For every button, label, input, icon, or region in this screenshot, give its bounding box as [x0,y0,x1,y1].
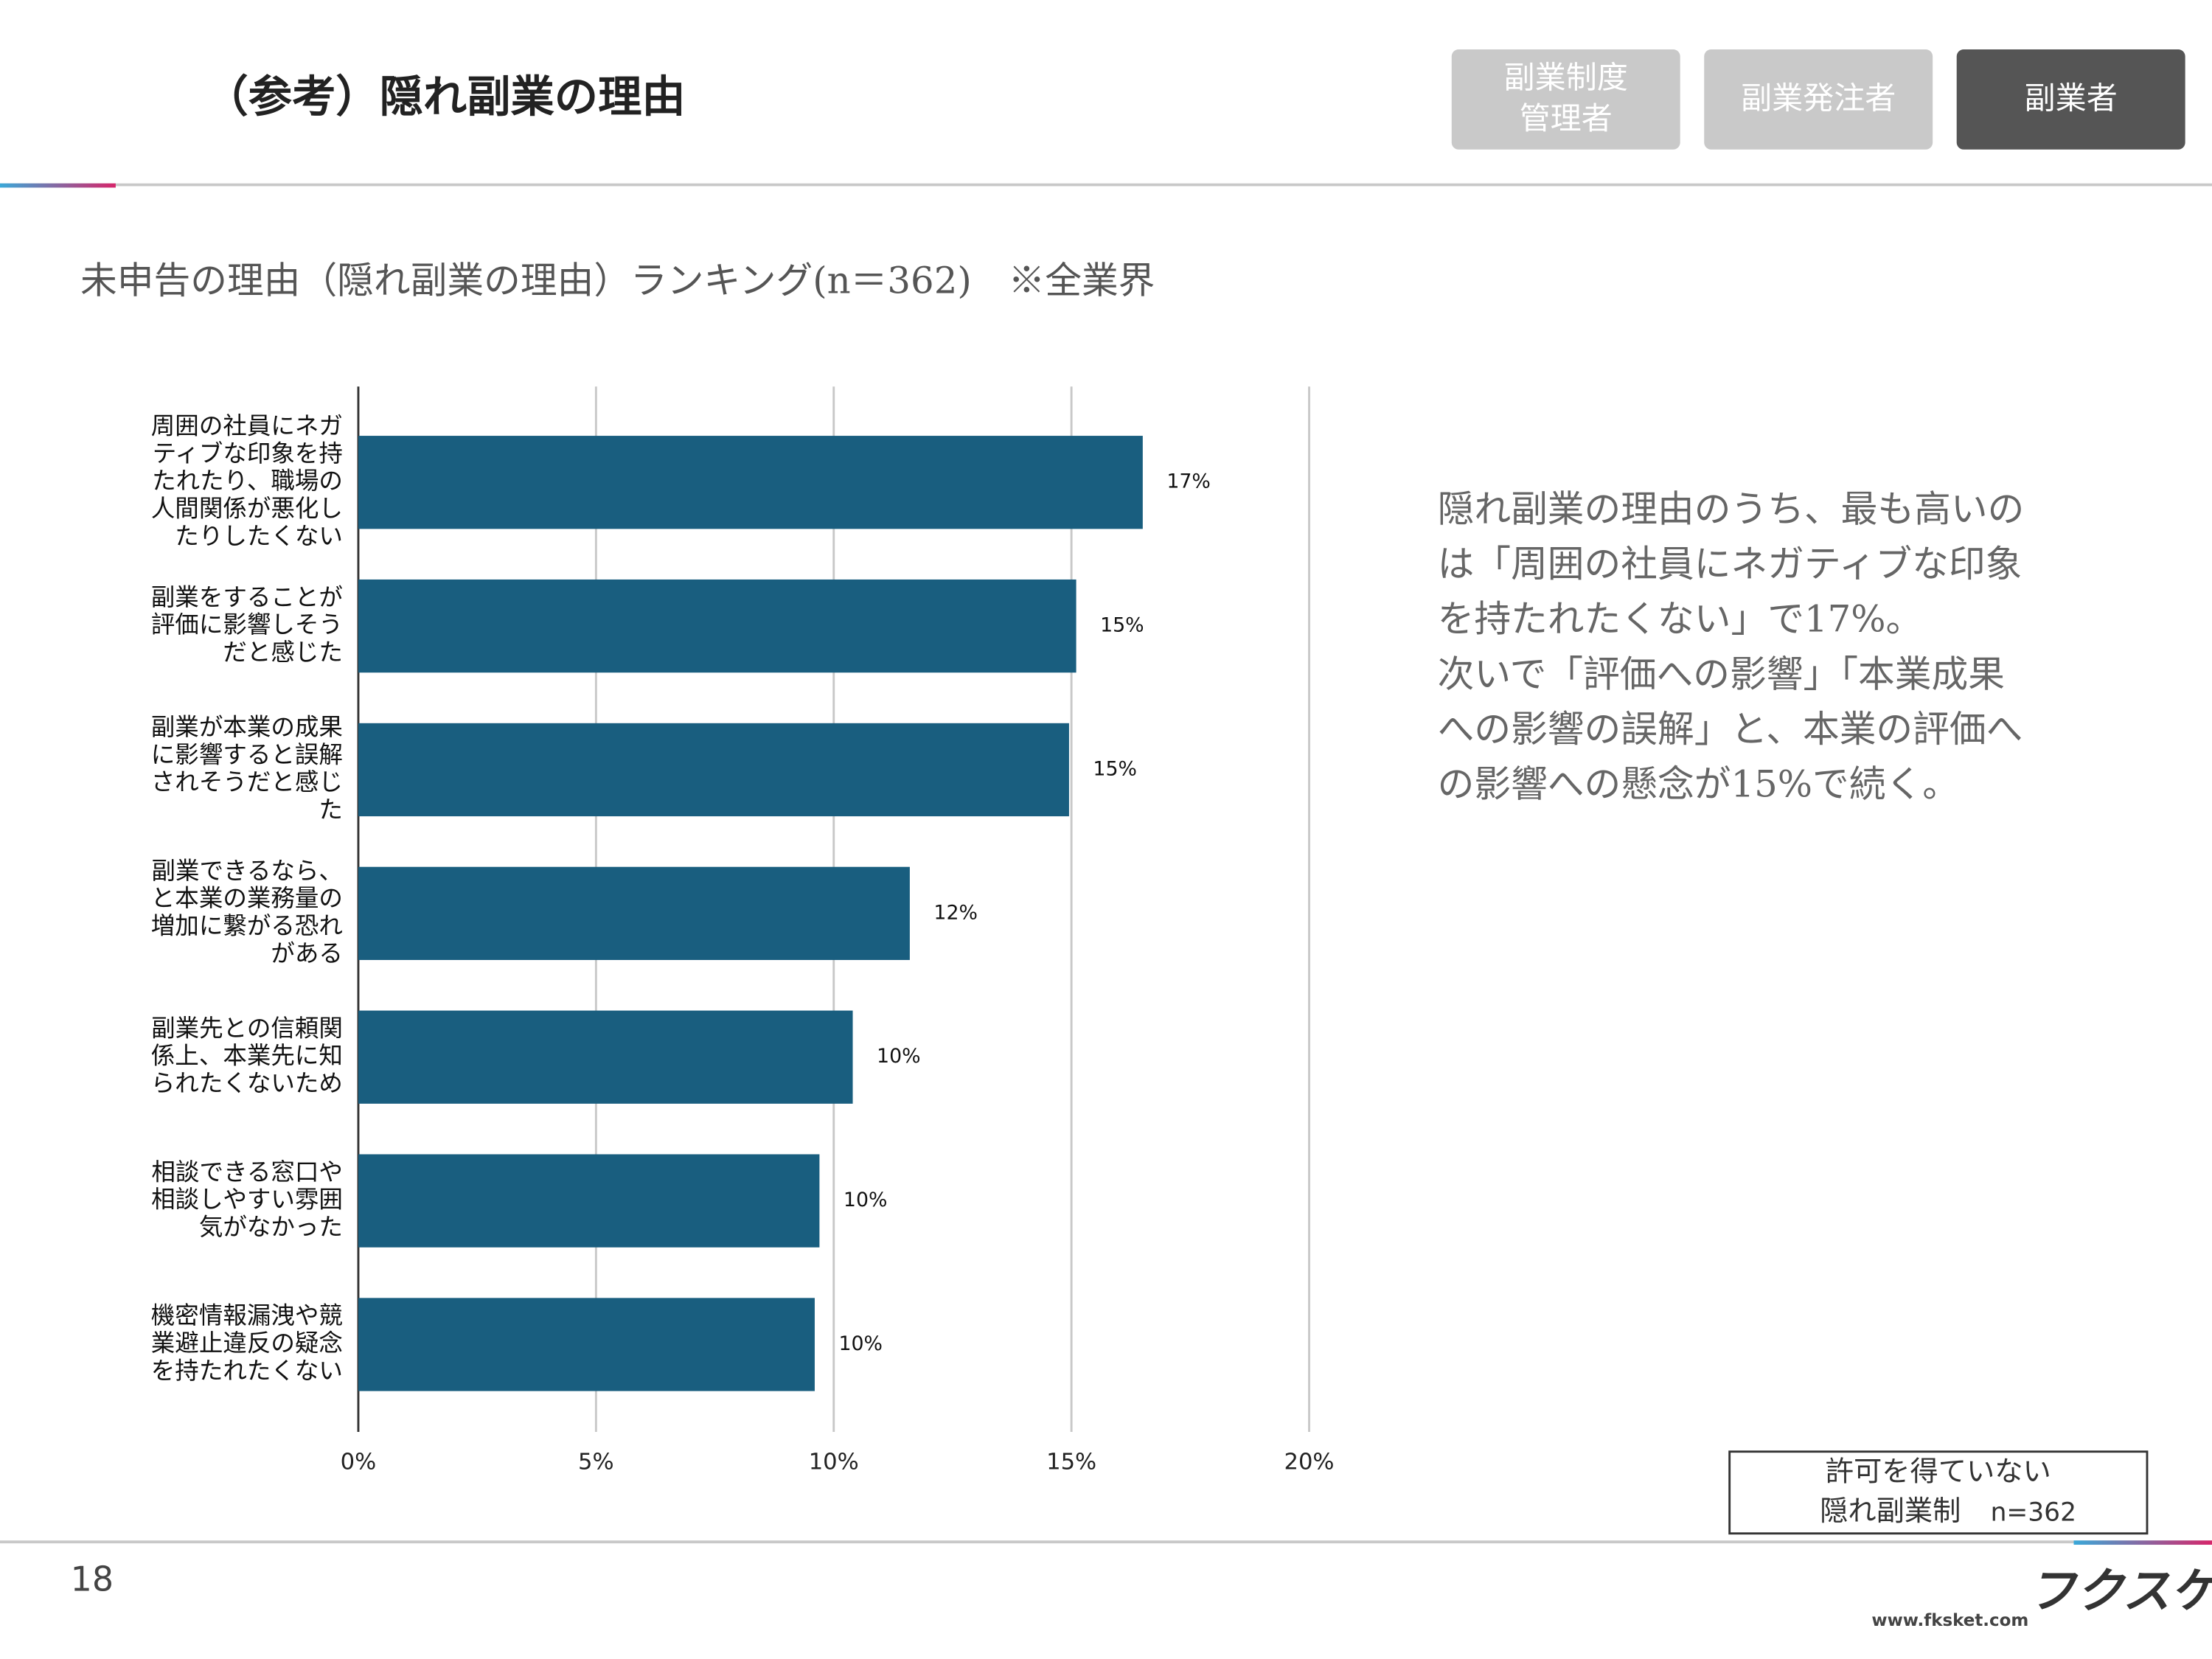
value-label: 10% [844,1189,888,1211]
bar [358,1154,820,1248]
accent [2073,1540,2212,1545]
tab-label: 副業発注者 [1741,80,1896,116]
tab [1704,49,1933,150]
body-text: の影響への懸念が15%で続く。 [1438,763,1959,806]
legend-label: 許可を得ていない隠れ副業制 [1820,1455,2051,1528]
x-tick-label: 5% [578,1450,614,1475]
value-label: 12% [933,901,978,924]
y-tick-label: 副業できるなら、と本業の業務量の増加に繋がる恐れがある [151,857,343,967]
value-label: 10% [838,1332,883,1355]
bar [358,723,1069,817]
y-tick-label: 副業が本業の成果に影響すると誤解されそうだと感じた [151,713,343,824]
legend-note: n=362 [1991,1498,2076,1527]
tab-label: 副業制度 [1504,60,1628,96]
body-text: は「周囲の社員にネガティブな印象 [1438,543,2023,585]
value-label: 15% [1093,757,1137,780]
body-text: 次いで「評価への影響」「本業成果 [1438,653,2005,695]
chart-subtitle: 未申告の理由（隠れ副業の理由）ランキング(n＝362) ※全業界 [80,260,1155,302]
url: www.fksket.com [1871,1611,2028,1630]
bar [358,579,1077,673]
value-label: 15% [1100,614,1144,637]
tab-label: 副業者 [2025,80,2118,116]
accent [0,183,116,188]
x-tick-label: 0% [341,1450,377,1475]
tab-label: 管理者 [1520,100,1613,136]
x-tick-label: 15% [1046,1450,1096,1475]
value-label: 10% [877,1045,921,1068]
y-tick-label: 副業をすることが評価に影響しそうだと感じた [151,583,343,667]
y-tick-label: 周囲の社員にネガティブな印象を持たれたり、職場の人間関係が悪化したりしたくない [151,412,343,550]
body-text: への影響の誤解」と、本業の評価へ [1438,708,2023,751]
y-tick-label: 副業先との信頼関係上、本業先に知られたくないため [151,1014,343,1097]
page-title: （参考）隠れ副業の理由 [204,70,685,122]
x-tick-label: 20% [1284,1450,1334,1475]
bar [358,1298,815,1391]
page-number: 18 [71,1559,114,1599]
y-tick-label: 相談できる窓口や相談しやすい雰囲気がなかった [151,1158,343,1241]
tab [1451,49,1680,150]
body-text: 隠れ副業の理由のうち、最も高いの [1438,488,2025,531]
tab [1956,49,2185,150]
bar [358,436,1143,529]
bar [358,866,910,960]
y-tick-label: 機密情報漏洩や競業避止違反の疑念を持たれたくない [151,1301,343,1385]
logo: フクスケ [2028,1564,2212,1619]
bar [358,1010,853,1104]
value-label: 17% [1166,470,1211,493]
legend-box [1728,1450,2149,1535]
x-tick-label: 10% [809,1450,859,1475]
body-text: を持たれたくない」で17%。 [1438,598,1923,641]
